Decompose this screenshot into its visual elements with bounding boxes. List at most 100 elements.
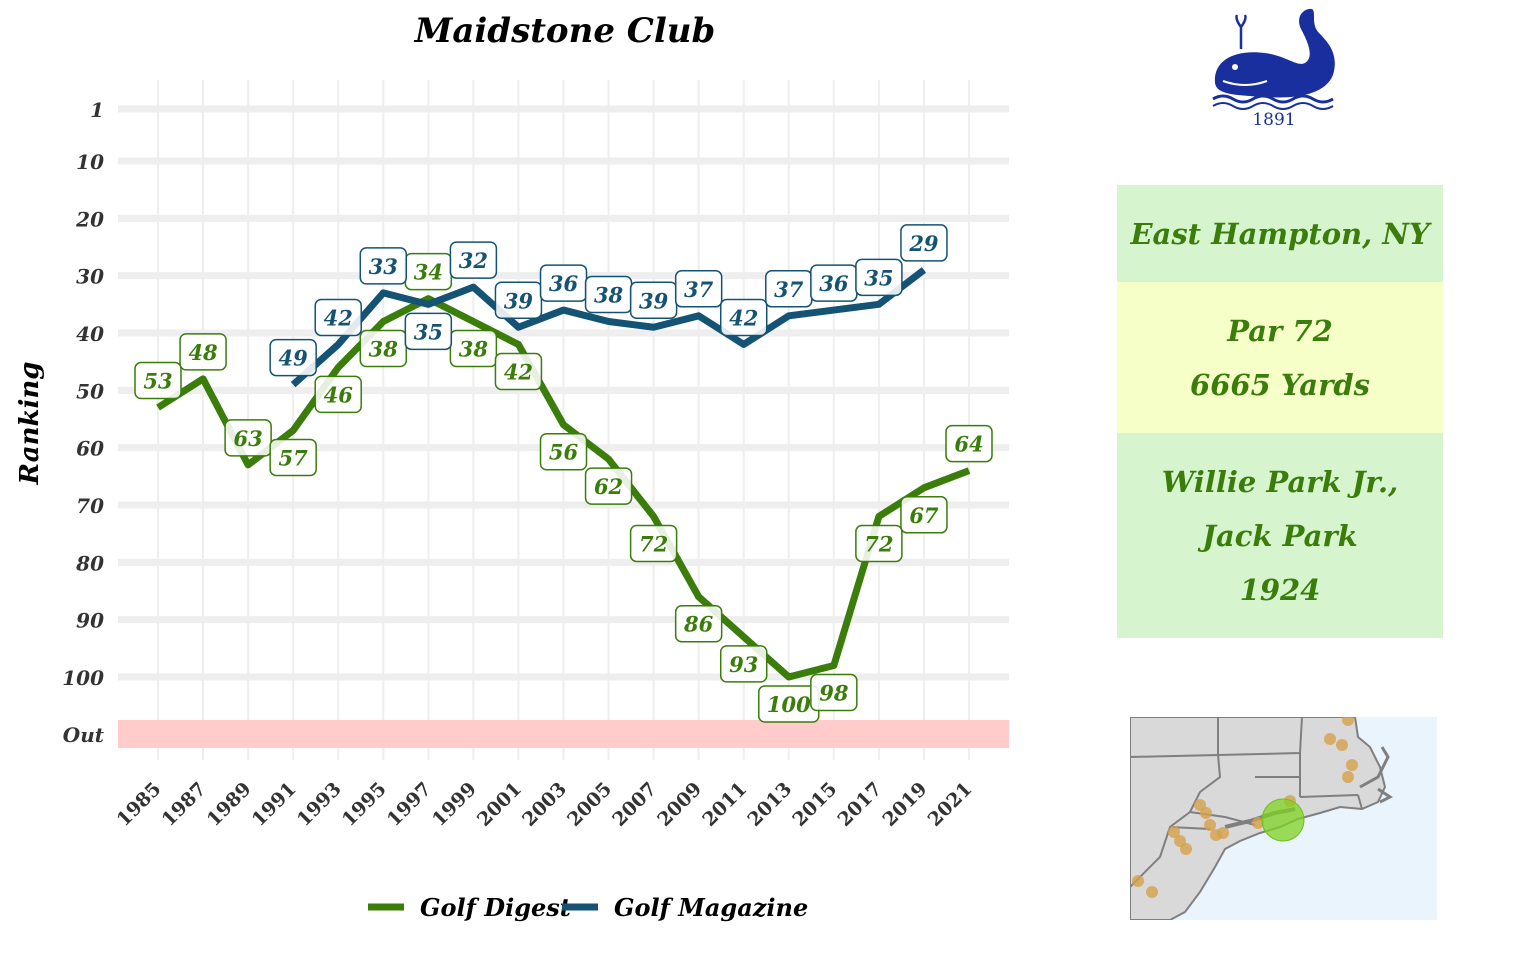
location-map: [1129, 714, 1437, 924]
data-label-text: 34: [414, 260, 443, 285]
data-label-box: [404, 312, 453, 351]
data-label: 98: [810, 673, 858, 712]
y-axis-label: Ranking: [15, 362, 45, 486]
legend: Golf Digest Golf Magazine: [368, 893, 808, 922]
data-label-text: 33: [369, 254, 398, 279]
data-label: 35: [404, 312, 453, 351]
location-text: East Hampton, NY: [1130, 216, 1430, 251]
data-label-box: [855, 524, 903, 563]
data-label: 86: [674, 604, 723, 643]
x-tick-label: 2011: [698, 778, 751, 831]
data-label-text: 36: [819, 271, 849, 296]
data-label-box: [945, 424, 993, 463]
data-labels: 53 48 63 57 46 38 34 38 42 56 62 72 86 93 100 98 72 67 64 4…: [134, 224, 993, 723]
data-label: 36: [539, 264, 588, 302]
x-tick-label: 2021: [924, 778, 977, 831]
data-label-box: [810, 673, 858, 712]
data-label: 36: [810, 264, 858, 302]
x-tick-label: 2007: [608, 778, 661, 831]
series-lines: [156, 267, 971, 681]
x-tick-label: 1995: [338, 778, 391, 831]
data-label-text: 32: [459, 248, 488, 273]
legend-label: Golf Digest: [420, 893, 571, 922]
club-logo: 1891: [1205, 5, 1345, 134]
data-label: 42: [494, 352, 543, 391]
y-tick-label: 60: [76, 437, 104, 461]
data-label-text: 38: [459, 337, 489, 362]
data-label-text: 39: [504, 288, 534, 313]
data-label-text: 42: [504, 359, 533, 384]
data-label-box: [314, 375, 362, 414]
x-tick-label: 2015: [788, 778, 841, 831]
data-label: 63: [224, 419, 272, 457]
data-label-box: [449, 241, 498, 279]
data-label-box: [855, 258, 903, 297]
year-built-text: 1924: [1239, 572, 1321, 607]
data-label-text: 56: [549, 440, 579, 465]
data-label-text: 98: [819, 681, 849, 706]
data-label-text: 48: [188, 340, 218, 365]
data-label-box: [359, 329, 408, 368]
data-label-text: 100: [767, 692, 811, 717]
data-label-box: [719, 645, 768, 683]
data-label-text: 62: [594, 474, 623, 499]
x-tick-label: 1997: [383, 778, 436, 831]
data-label-text: 38: [594, 283, 624, 308]
data-label-text: 29: [908, 231, 939, 256]
y-tick-label: 40: [76, 322, 104, 346]
data-label-box: [584, 467, 633, 505]
out-tick-label: Out: [63, 723, 105, 747]
data-label: 93: [719, 645, 768, 683]
location-panel: East Hampton, NY: [1117, 185, 1443, 282]
series-line: [290, 267, 927, 388]
y-tick-label: 30: [76, 265, 104, 289]
data-label: 67: [900, 496, 948, 534]
data-label-box: [900, 496, 948, 534]
data-label-box: [719, 298, 768, 337]
data-label-text: 57: [279, 445, 309, 470]
data-label-box: [359, 247, 408, 285]
data-label-text: 37: [774, 277, 804, 302]
data-label-text: 46: [324, 382, 354, 407]
par-text: Par 72: [1227, 313, 1333, 348]
x-tick-label: 2013: [743, 778, 796, 831]
data-label: 62: [584, 467, 633, 505]
data-label-text: 67: [909, 503, 939, 528]
data-label: 37: [765, 270, 813, 308]
data-label: 56: [539, 432, 588, 471]
data-label: 37: [674, 270, 723, 308]
data-label-text: 72: [639, 531, 668, 556]
data-label: 64: [945, 424, 993, 463]
data-label: 57: [269, 438, 317, 477]
data-label-box: [134, 361, 182, 400]
architect-line1: Willie Park Jr.,: [1161, 464, 1399, 499]
data-label-box: [269, 338, 317, 377]
x-tick-label: 2009: [653, 778, 706, 831]
whale-icon: 1891: [1212, 8, 1335, 130]
x-tick-label: 2017: [833, 778, 886, 831]
data-label-text: 63: [233, 426, 262, 451]
data-label: 72: [629, 524, 678, 563]
data-label-text: 49: [279, 346, 309, 371]
legend-label: Golf Magazine: [614, 893, 808, 922]
data-label-text: 42: [729, 305, 758, 330]
x-tick-label: 2005: [563, 778, 616, 831]
data-label-box: [674, 270, 723, 308]
series-line: [156, 295, 971, 681]
data-label: 48: [179, 333, 227, 371]
architect-line2: Jack Park: [1202, 518, 1358, 553]
x-tick-label: 1993: [293, 778, 346, 831]
y-tick-label: 100: [62, 666, 104, 690]
data-label: 100: [758, 685, 820, 723]
data-label-text: 53: [143, 369, 172, 394]
data-label: 72: [855, 524, 903, 563]
x-tick-label: 2003: [518, 778, 571, 831]
data-label-box: [179, 333, 227, 371]
data-label-box: [314, 298, 362, 337]
data-label-box: [494, 281, 543, 320]
data-label-text: 36: [549, 271, 579, 296]
data-label: 34: [404, 252, 453, 291]
y-tick-label: 80: [75, 551, 104, 575]
data-label-box: [629, 524, 678, 563]
